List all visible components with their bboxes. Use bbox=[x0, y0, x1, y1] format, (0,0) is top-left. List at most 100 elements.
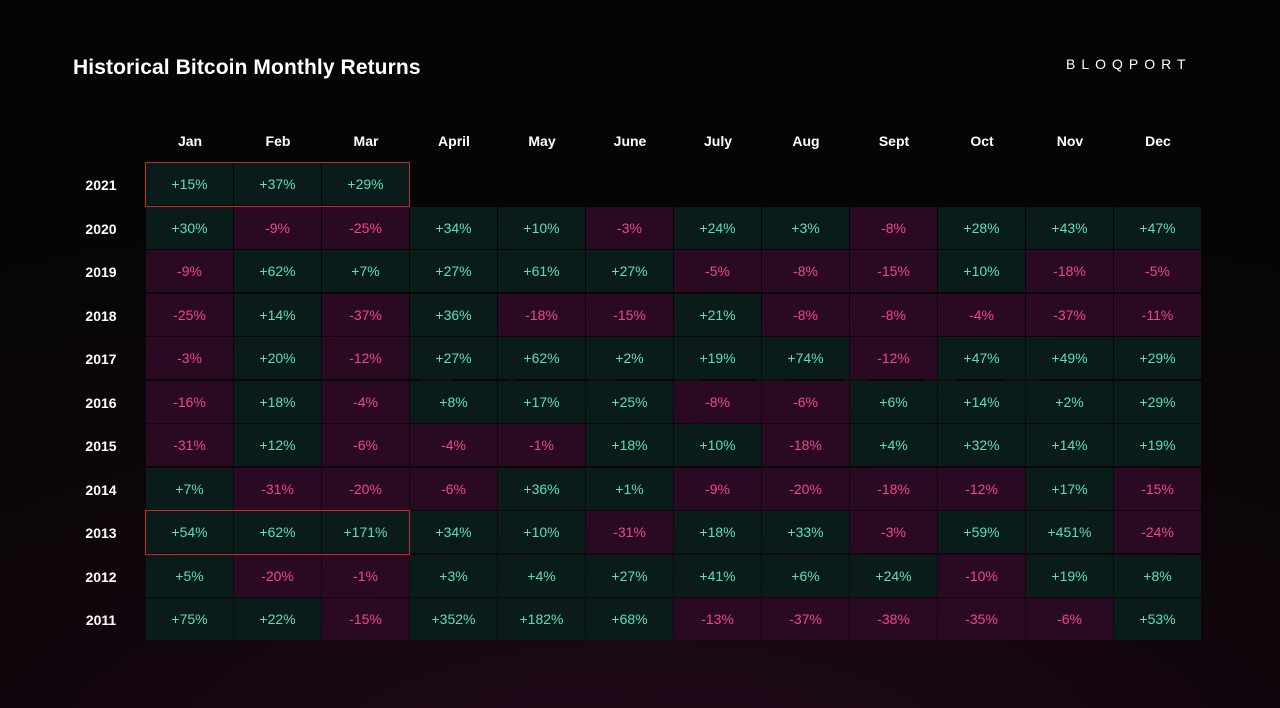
year-label: 2012 bbox=[85, 568, 117, 585]
return-cell: +29% bbox=[322, 163, 409, 205]
return-cell: +12% bbox=[234, 424, 321, 466]
return-cell: +6% bbox=[762, 554, 849, 597]
return-cell: +14% bbox=[234, 293, 321, 336]
return-cell: +34% bbox=[410, 206, 497, 249]
return-cell: +27% bbox=[586, 554, 673, 597]
return-cell: +2% bbox=[586, 337, 673, 379]
return-cell: -31% bbox=[586, 511, 673, 553]
return-cell: +10% bbox=[498, 206, 585, 249]
chart-title: Historical Bitcoin Monthly Returns bbox=[73, 56, 421, 79]
return-cell: -15% bbox=[850, 250, 937, 292]
return-cell: -4% bbox=[410, 424, 497, 466]
return-cell: -25% bbox=[322, 206, 409, 249]
return-cell: -4% bbox=[938, 293, 1025, 336]
year-label: 2021 bbox=[85, 177, 117, 193]
return-cell: +18% bbox=[234, 380, 321, 423]
return-cell: -37% bbox=[322, 293, 409, 336]
return-cell: -10% bbox=[938, 554, 1025, 597]
return-cell: -35% bbox=[938, 598, 1025, 640]
return-cell: +19% bbox=[674, 337, 761, 379]
return-cell: +17% bbox=[498, 380, 585, 423]
return-cell: -8% bbox=[850, 206, 937, 249]
return-cell: +43% bbox=[1026, 206, 1113, 249]
return-cell: +47% bbox=[938, 337, 1025, 379]
return-cell: -15% bbox=[1114, 467, 1201, 510]
return-cell: -4% bbox=[322, 380, 409, 423]
return-cell: -16% bbox=[146, 380, 233, 423]
return-cell: +20% bbox=[234, 337, 321, 379]
month-label: Dec bbox=[1145, 133, 1171, 149]
return-cell: -9% bbox=[234, 206, 321, 249]
return-cell: -12% bbox=[850, 337, 937, 379]
return-cell: +4% bbox=[498, 554, 585, 597]
year-label: 2011 bbox=[85, 612, 117, 628]
return-cell: +54% bbox=[146, 511, 233, 553]
return-cell: +3% bbox=[762, 206, 849, 249]
return-cell: -6% bbox=[762, 380, 849, 423]
return-cell: -13% bbox=[674, 598, 761, 640]
return-cell: +47% bbox=[1114, 206, 1201, 249]
return-cell: +29% bbox=[1114, 337, 1201, 379]
return-cell: +2% bbox=[1026, 380, 1113, 423]
month-label: June bbox=[613, 133, 647, 149]
return-cell: +36% bbox=[410, 293, 497, 336]
month-label: April bbox=[438, 133, 470, 149]
return-cell: +21% bbox=[674, 293, 761, 336]
return-cell: +68% bbox=[586, 598, 673, 640]
return-cell: -37% bbox=[762, 598, 849, 640]
return-cell: -8% bbox=[850, 293, 937, 336]
return-cell: +10% bbox=[498, 511, 585, 553]
return-cell: +27% bbox=[410, 250, 497, 292]
return-cell: +27% bbox=[586, 250, 673, 292]
return-cell: +75% bbox=[146, 598, 233, 640]
return-cell: -6% bbox=[322, 424, 409, 466]
return-cell: +74% bbox=[762, 337, 849, 379]
return-cell: +4% bbox=[850, 424, 937, 466]
return-cell: +14% bbox=[938, 380, 1025, 423]
return-cell: -8% bbox=[674, 380, 761, 423]
return-cell: +3% bbox=[410, 554, 497, 597]
return-cell: -20% bbox=[234, 554, 321, 597]
return-cell: -38% bbox=[850, 598, 937, 640]
brand-logo: BLOQPORT bbox=[1066, 56, 1192, 72]
return-cell: +14% bbox=[1026, 424, 1113, 466]
return-cell: -18% bbox=[1026, 250, 1113, 292]
return-cell: +29% bbox=[1114, 380, 1201, 423]
month-label: Mar bbox=[353, 133, 379, 149]
return-cell: +7% bbox=[322, 250, 409, 292]
return-cell: +62% bbox=[498, 337, 585, 379]
return-cell: -20% bbox=[762, 467, 849, 510]
return-cell: -8% bbox=[762, 293, 849, 336]
return-cell: -8% bbox=[762, 250, 849, 292]
month-label: May bbox=[528, 133, 556, 149]
return-cell: +36% bbox=[498, 467, 585, 510]
return-cell: +15% bbox=[146, 163, 233, 205]
return-cell: +18% bbox=[586, 424, 673, 466]
return-cell: -1% bbox=[322, 554, 409, 597]
return-cell: +25% bbox=[586, 380, 673, 423]
return-cell: -3% bbox=[850, 511, 937, 553]
month-label: Oct bbox=[970, 133, 994, 149]
return-cell: +451% bbox=[1026, 511, 1113, 553]
return-cell: +62% bbox=[234, 511, 321, 553]
month-label: Jan bbox=[177, 133, 203, 149]
year-label: 2015 bbox=[85, 438, 117, 454]
return-cell: -18% bbox=[850, 467, 937, 510]
year-label: 2013 bbox=[85, 525, 117, 541]
return-cell: -31% bbox=[234, 467, 321, 510]
return-cell: -5% bbox=[674, 250, 761, 292]
return-cell: +59% bbox=[938, 511, 1025, 553]
return-cell: +30% bbox=[146, 206, 233, 249]
return-cell: -20% bbox=[322, 467, 409, 510]
return-cell: +8% bbox=[410, 380, 497, 423]
return-cell: +5% bbox=[146, 554, 233, 597]
return-cell: +53% bbox=[1114, 598, 1201, 640]
return-cell: -3% bbox=[586, 206, 673, 249]
year-label: 2014 bbox=[85, 481, 117, 498]
return-cell: +10% bbox=[938, 250, 1025, 292]
month-label: July bbox=[703, 133, 732, 149]
year-label: 2018 bbox=[85, 307, 117, 324]
return-cell: +24% bbox=[850, 554, 937, 597]
return-cell: +182% bbox=[498, 598, 585, 640]
return-cell: -5% bbox=[1114, 250, 1201, 292]
